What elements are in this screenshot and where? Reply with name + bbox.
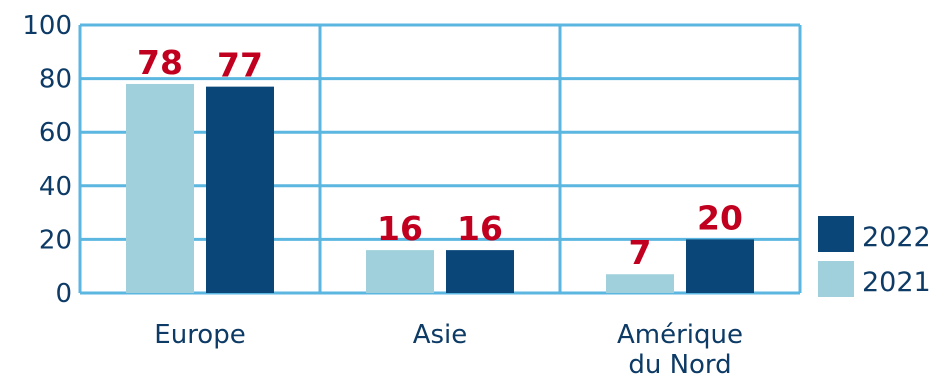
bar-2022-amérique-du-nord xyxy=(686,239,754,293)
data-labels: 78 77 16 16 7 20 xyxy=(137,43,743,272)
grid-lines xyxy=(78,23,802,295)
legend-label: 2021 xyxy=(862,267,931,298)
bar-2022-europe xyxy=(206,86,274,293)
data-label: 77 xyxy=(217,46,263,85)
y-tick-label: 0 xyxy=(55,279,72,309)
y-tick-label: 40 xyxy=(39,172,72,202)
y-tick-label: 80 xyxy=(39,65,72,95)
legend-label: 2022 xyxy=(862,222,931,253)
x-axis-categories: Europe Asie Amérique du Nord xyxy=(154,320,743,380)
data-label: 20 xyxy=(697,198,743,237)
legend-swatch-2022 xyxy=(818,216,854,252)
bars xyxy=(126,83,754,294)
y-tick-label: 60 xyxy=(39,118,72,148)
data-label: 7 xyxy=(629,233,652,272)
data-label: 16 xyxy=(377,209,423,248)
category-label: Europe xyxy=(154,320,245,350)
bar-2021-amérique-du-nord xyxy=(606,274,674,293)
legend-swatch-2021 xyxy=(818,261,854,297)
y-tick-label: 100 xyxy=(22,11,72,41)
bar-2021-asie xyxy=(366,250,434,293)
y-tick-label: 20 xyxy=(39,225,72,255)
data-label: 78 xyxy=(137,43,183,82)
y-axis-ticks: 0 20 40 60 80 100 xyxy=(22,11,72,309)
bar-2021-europe xyxy=(126,83,194,294)
bar-2022-asie xyxy=(446,250,514,293)
category-label: Asie xyxy=(413,320,468,350)
data-label: 16 xyxy=(457,209,503,248)
legend: 2022 2021 xyxy=(818,216,931,298)
category-label: Amérique du Nord xyxy=(617,320,743,380)
